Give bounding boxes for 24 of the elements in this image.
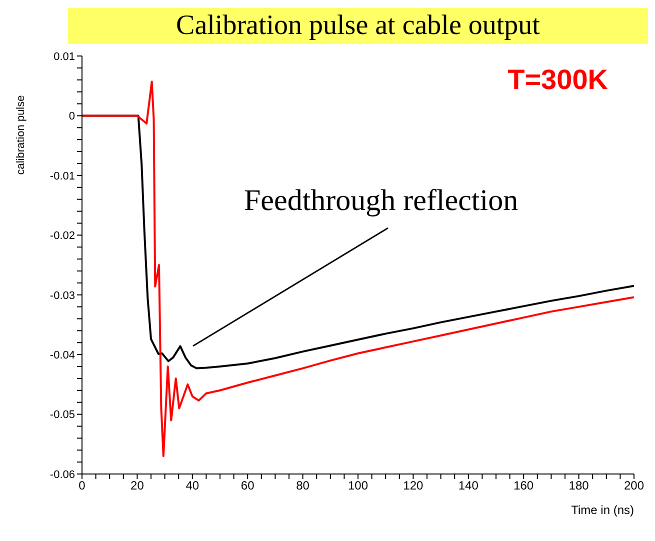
x-tick-label: 140 [458, 478, 479, 493]
y-tick-label: -0.01 [50, 170, 75, 182]
y-tick-label: -0.02 [50, 230, 75, 242]
y-tick-label: -0.05 [50, 409, 75, 422]
x-tick-label: 0 [78, 478, 86, 493]
x-tick-label: 120 [403, 478, 424, 493]
annotation: T=300K [508, 64, 608, 96]
y-tick-label: -0.06 [50, 468, 75, 481]
x-tick-label: 180 [568, 478, 590, 493]
x-tick-label: 40 [186, 478, 200, 493]
x-axis-title: Time in (ns) [571, 503, 634, 517]
x-tick-label: 160 [514, 478, 534, 493]
y-tick-label: -0.03 [50, 290, 75, 302]
x-tick-label: 20 [130, 478, 144, 493]
x-tick-label: 60 [240, 478, 255, 493]
y-tick-label: 0.01 [54, 50, 75, 63]
y-tick-label: 0 [68, 110, 75, 123]
x-tick-label: 200 [624, 478, 644, 493]
annotation: Feedthrough reflection [244, 184, 518, 218]
x-tick-label: 80 [296, 478, 310, 493]
y-axis-title: calibration pulse [14, 95, 27, 175]
chart-title: Calibration pulse at cable output [68, 8, 648, 44]
y-tick-label: -0.04 [50, 349, 75, 362]
x-tick-label: 100 [348, 478, 368, 493]
